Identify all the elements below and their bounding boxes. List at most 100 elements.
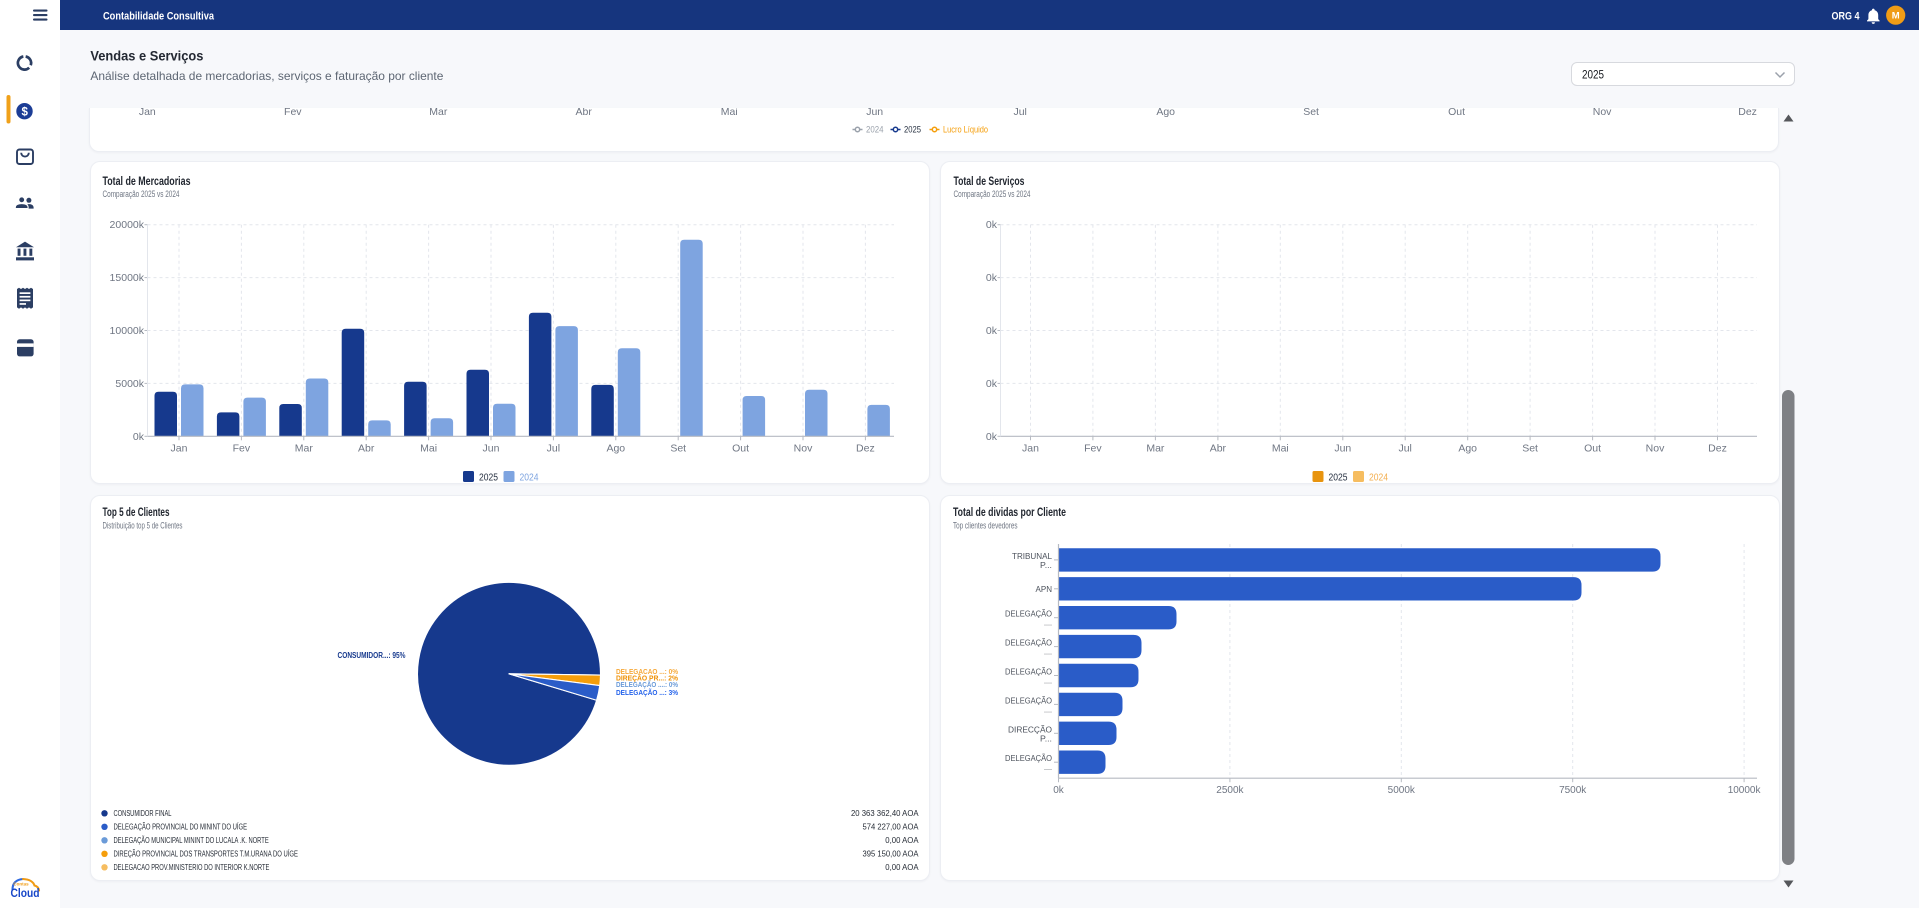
svg-text:Lucro Líquido: Lucro Líquido <box>943 125 988 136</box>
svg-text:Fev: Fev <box>1084 443 1102 455</box>
svg-text:Nov: Nov <box>793 443 812 455</box>
svg-text:....: .... <box>1044 617 1052 627</box>
svg-text:Top clientes devedores: Top clientes devedores <box>953 520 1018 530</box>
svg-text:Out: Out <box>1584 443 1601 455</box>
svg-text:CONSUMIDOR FINAL: CONSUMIDOR FINAL <box>113 809 171 818</box>
svg-text:DELEGAÇÃO MUNICIPAL MININT DO: DELEGAÇÃO MUNICIPAL MININT DO LUCALA .K.… <box>113 836 268 845</box>
svg-text:APN: APN <box>1035 583 1052 593</box>
svg-text:20000k: 20000k <box>109 219 144 231</box>
svg-text:2025: 2025 <box>479 473 498 484</box>
svg-text:5000k: 5000k <box>115 378 144 390</box>
svg-text:DELEGACAO PROV.MINISTERIO DO I: DELEGACAO PROV.MINISTERIO DO INTERIOR K.… <box>113 863 269 872</box>
svg-text:Out: Out <box>732 443 749 455</box>
svg-text:Abr: Abr <box>358 443 375 455</box>
svg-text:Jun: Jun <box>866 108 883 118</box>
svg-text:....: .... <box>1044 675 1052 685</box>
svg-text:DELEGAÇÃO ...: 3%: DELEGAÇÃO ...: 3% <box>616 687 679 696</box>
svg-text:Contas: Contas <box>13 882 29 887</box>
svg-text:Mai: Mai <box>721 108 738 118</box>
svg-text:Fev: Fev <box>284 108 302 118</box>
svg-text:DELEGAÇÃO PROVINCIAL DO MININT: DELEGAÇÃO PROVINCIAL DO MININT DO UÍGE <box>113 822 247 831</box>
svg-text:Abr: Abr <box>576 108 593 118</box>
svg-text:2024: 2024 <box>519 473 538 484</box>
svg-text:0k: 0k <box>985 325 997 337</box>
svg-text:Total de Mercadorias: Total de Mercadorias <box>102 174 190 188</box>
svg-text:Set: Set <box>1522 443 1538 455</box>
svg-text:Dez: Dez <box>1708 443 1727 455</box>
svg-text:Ago: Ago <box>1156 108 1175 118</box>
svg-text:Jul: Jul <box>1398 443 1411 455</box>
svg-text:Jun: Jun <box>1334 443 1351 455</box>
svg-text:Nov: Nov <box>1593 108 1612 118</box>
svg-text:Distribuição top 5 de Clientes: Distribuição top 5 de Clientes <box>102 520 182 530</box>
svg-text:0k: 0k <box>985 431 997 443</box>
svg-text:10000k: 10000k <box>1727 785 1761 796</box>
svg-text:TRIBUNAL: TRIBUNAL <box>1012 551 1052 561</box>
svg-text:0k: 0k <box>985 378 997 390</box>
svg-text:Jul: Jul <box>546 443 559 455</box>
svg-text:0k: 0k <box>132 431 144 443</box>
svg-text:Vendas e Serviços: Vendas e Serviços <box>90 48 203 64</box>
svg-text:2500k: 2500k <box>1216 785 1244 796</box>
svg-text:Jan: Jan <box>139 108 156 118</box>
svg-text:Cloud: Cloud <box>11 888 40 900</box>
svg-text:DELEGAÇÃO: DELEGAÇÃO <box>1005 637 1052 647</box>
svg-text:DELEGAÇÃO ....: 0%: DELEGAÇÃO ....: 0% <box>616 679 679 688</box>
svg-text:Fev: Fev <box>232 443 250 455</box>
svg-text:DIREÇÃO PR...: 2%: DIREÇÃO PR...: 2% <box>616 673 679 682</box>
svg-text:5000k: 5000k <box>1387 785 1415 796</box>
svg-text:0k: 0k <box>1053 785 1065 796</box>
svg-text:Mar: Mar <box>294 443 313 455</box>
svg-text:Out: Out <box>1448 108 1465 118</box>
svg-text:2025: 2025 <box>1582 68 1604 82</box>
svg-text:Set: Set <box>670 443 686 455</box>
svg-text:7500k: 7500k <box>1559 785 1587 796</box>
svg-text:Jan: Jan <box>170 443 187 455</box>
svg-text:Jun: Jun <box>482 443 499 455</box>
svg-text:2025: 2025 <box>904 125 921 136</box>
svg-text:Ago: Ago <box>606 443 625 455</box>
svg-text:CONSUMIDOR...: 95%: CONSUMIDOR...: 95% <box>337 651 405 660</box>
svg-text:DELEGAÇÃO: DELEGAÇÃO <box>1005 753 1052 763</box>
svg-text:Abr: Abr <box>1209 443 1226 455</box>
svg-text:0,00 AOA: 0,00 AOA <box>885 836 919 845</box>
svg-text:DIREÇÃO PROVINCIAL DOS TRANSPO: DIREÇÃO PROVINCIAL DOS TRANSPORTES T.M.U… <box>113 849 298 858</box>
svg-text:Jul: Jul <box>1013 108 1026 118</box>
svg-text:395 150,00 AOA: 395 150,00 AOA <box>862 849 919 858</box>
svg-text:Dez: Dez <box>856 443 875 455</box>
svg-text:Comparação 2025 vs 2024: Comparação 2025 vs 2024 <box>953 189 1030 199</box>
svg-text:DELEGAÇÃO: DELEGAÇÃO <box>1005 608 1052 618</box>
svg-text:Set: Set <box>1303 108 1319 118</box>
svg-text:10000k: 10000k <box>109 325 144 337</box>
svg-text:Contabilidade Consultiva: Contabilidade Consultiva <box>103 11 215 23</box>
svg-text:DELEGAÇÃO: DELEGAÇÃO <box>1005 695 1052 705</box>
svg-text:Ago: Ago <box>1458 443 1477 455</box>
svg-text:2024: 2024 <box>866 125 884 136</box>
svg-text:Dez: Dez <box>1738 108 1757 118</box>
svg-text:0k: 0k <box>985 219 997 231</box>
svg-text:P...: P... <box>1040 560 1052 570</box>
svg-text:Mar: Mar <box>429 108 448 118</box>
svg-text:Top 5 de Clientes: Top 5 de Clientes <box>102 505 169 519</box>
svg-text:$: $ <box>21 106 28 118</box>
svg-text:ORG 4: ORG 4 <box>1832 11 1861 23</box>
svg-text:Total de dividas por Cliente: Total de dividas por Cliente <box>953 505 1066 519</box>
svg-text:574 227,00 AOA: 574 227,00 AOA <box>862 822 919 831</box>
svg-text:Jan: Jan <box>1022 443 1039 455</box>
svg-text:2025: 2025 <box>1328 473 1347 484</box>
svg-text:Mai: Mai <box>420 443 437 455</box>
svg-text:2024: 2024 <box>1369 473 1388 484</box>
svg-text:20 363 362,40 AOA: 20 363 362,40 AOA <box>851 809 919 818</box>
svg-text:....: .... <box>1044 704 1052 714</box>
svg-text:15000k: 15000k <box>109 272 144 284</box>
svg-text:DIRECÇÃO: DIRECÇÃO <box>1008 724 1052 734</box>
svg-text:Análise detalhada de mercadori: Análise detalhada de mercadorias, serviç… <box>90 69 443 83</box>
svg-text:Mar: Mar <box>1146 443 1165 455</box>
svg-text:Total de Serviços: Total de Serviços <box>953 174 1024 188</box>
svg-text:DELEGACAO ...: 0%: DELEGACAO ...: 0% <box>616 668 679 675</box>
svg-text:....: .... <box>1044 762 1052 772</box>
svg-text:DELEGAÇÃO: DELEGAÇÃO <box>1005 666 1052 676</box>
svg-text:Mai: Mai <box>1271 443 1288 455</box>
svg-text:0k: 0k <box>985 272 997 284</box>
svg-text:....: .... <box>1044 646 1052 656</box>
